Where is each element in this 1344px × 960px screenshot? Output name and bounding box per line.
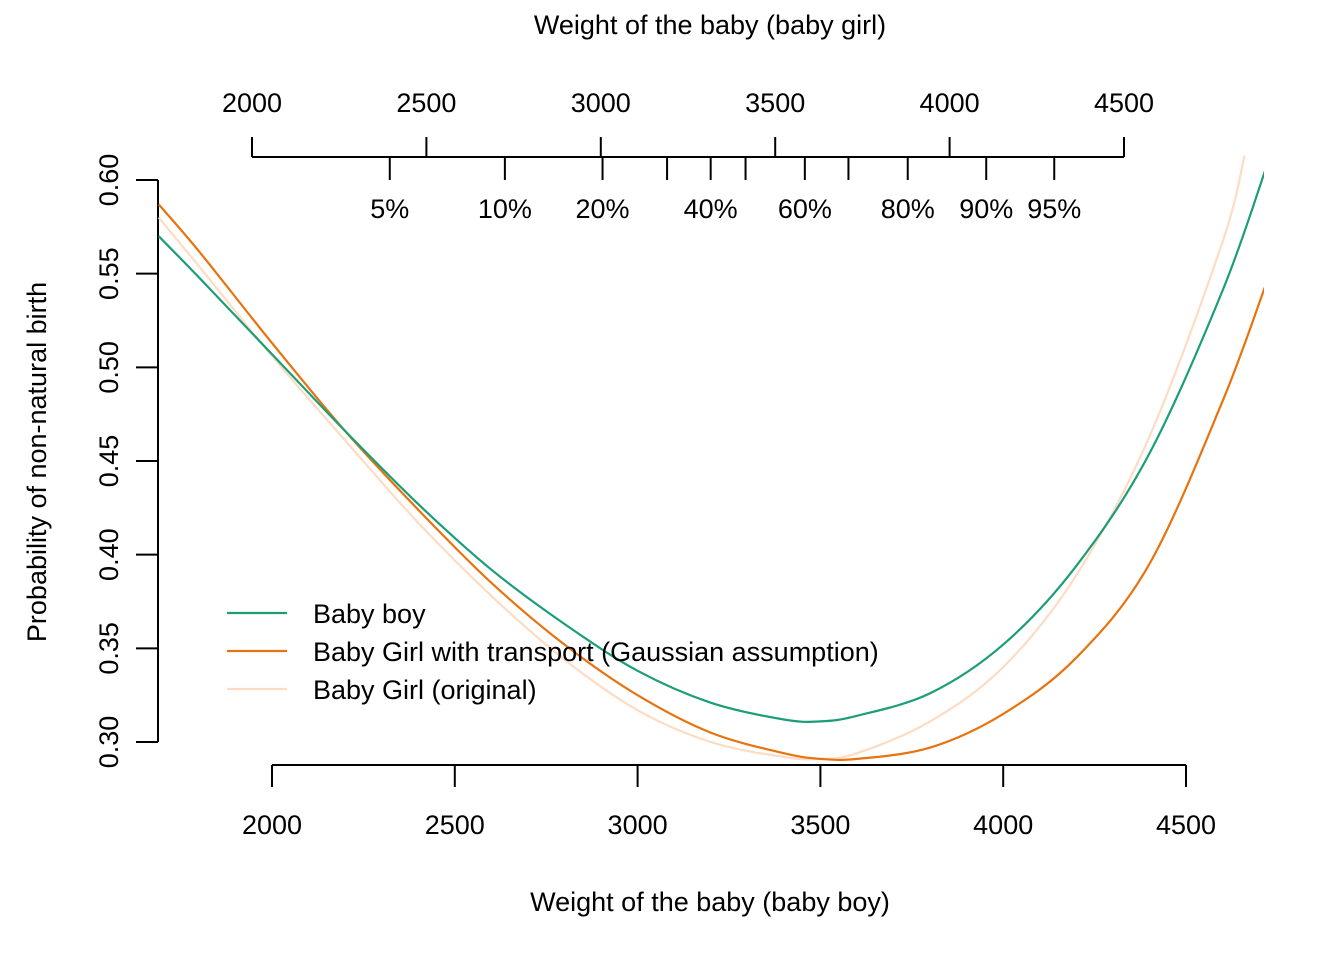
legend-label-baby-boy: Baby boy [313, 599, 426, 629]
quantile-label: 95% [1027, 194, 1081, 224]
top-tick-label: 3500 [745, 88, 805, 118]
bottom-tick-label: 4500 [1156, 810, 1216, 840]
y-tick-label: 0.35 [94, 622, 124, 675]
top-tick-label: 2000 [222, 88, 282, 118]
top-tick-label: 2500 [396, 88, 456, 118]
y-axis: 0.30 0.35 0.40 0.45 0.50 0.55 0.60 [94, 154, 159, 769]
y-tick-label: 0.40 [94, 528, 124, 581]
series-line-baby-boy [158, 170, 1264, 723]
y-axis-title: Probability of non-natural birth [22, 282, 52, 642]
quantile-label: 20% [576, 194, 630, 224]
y-tick-label: 0.50 [94, 341, 124, 394]
quantile-label: 60% [778, 194, 832, 224]
quantile-label: 90% [959, 194, 1013, 224]
legend-label-baby-girl-original: Baby Girl (original) [313, 675, 537, 705]
bottom-tick-label: 4000 [973, 810, 1033, 840]
y-tick-label: 0.60 [94, 154, 124, 207]
bottom-tick-label: 2000 [242, 810, 302, 840]
y-tick-label: 0.30 [94, 716, 124, 769]
curves [158, 155, 1264, 762]
bottom-tick-label: 3500 [790, 810, 850, 840]
legend: Baby boy Baby Girl with transport (Gaussi… [227, 599, 879, 705]
top-axis-title: Weight of the baby (baby girl) [534, 10, 886, 40]
bottom-tick-label: 2500 [425, 810, 485, 840]
top-tick-label: 4500 [1094, 88, 1154, 118]
quantile-label: 10% [478, 194, 532, 224]
legend-label-baby-girl-with-transport-gaussian-assumption: Baby Girl with transport (Gaussian assum… [313, 637, 879, 667]
series-line-baby-girl-original [158, 155, 1246, 761]
top-tick-label: 4000 [920, 88, 980, 118]
quantile-label: 80% [881, 194, 935, 224]
top-axis: 2000 2500 3000 3500 4000 4500 5% 10% 20% 40% 60% 80… [222, 88, 1154, 224]
quantile-label: 40% [684, 194, 738, 224]
y-tick-label: 0.55 [94, 247, 124, 300]
bottom-axis-title: Weight of the baby (baby boy) [530, 887, 890, 917]
quantile-label: 5% [370, 194, 409, 224]
top-tick-label: 3000 [571, 88, 631, 118]
bottom-axis: 2000 2500 3000 3500 4000 4500 [242, 764, 1216, 840]
y-tick-label: 0.45 [94, 435, 124, 488]
bottom-tick-label: 3000 [608, 810, 668, 840]
